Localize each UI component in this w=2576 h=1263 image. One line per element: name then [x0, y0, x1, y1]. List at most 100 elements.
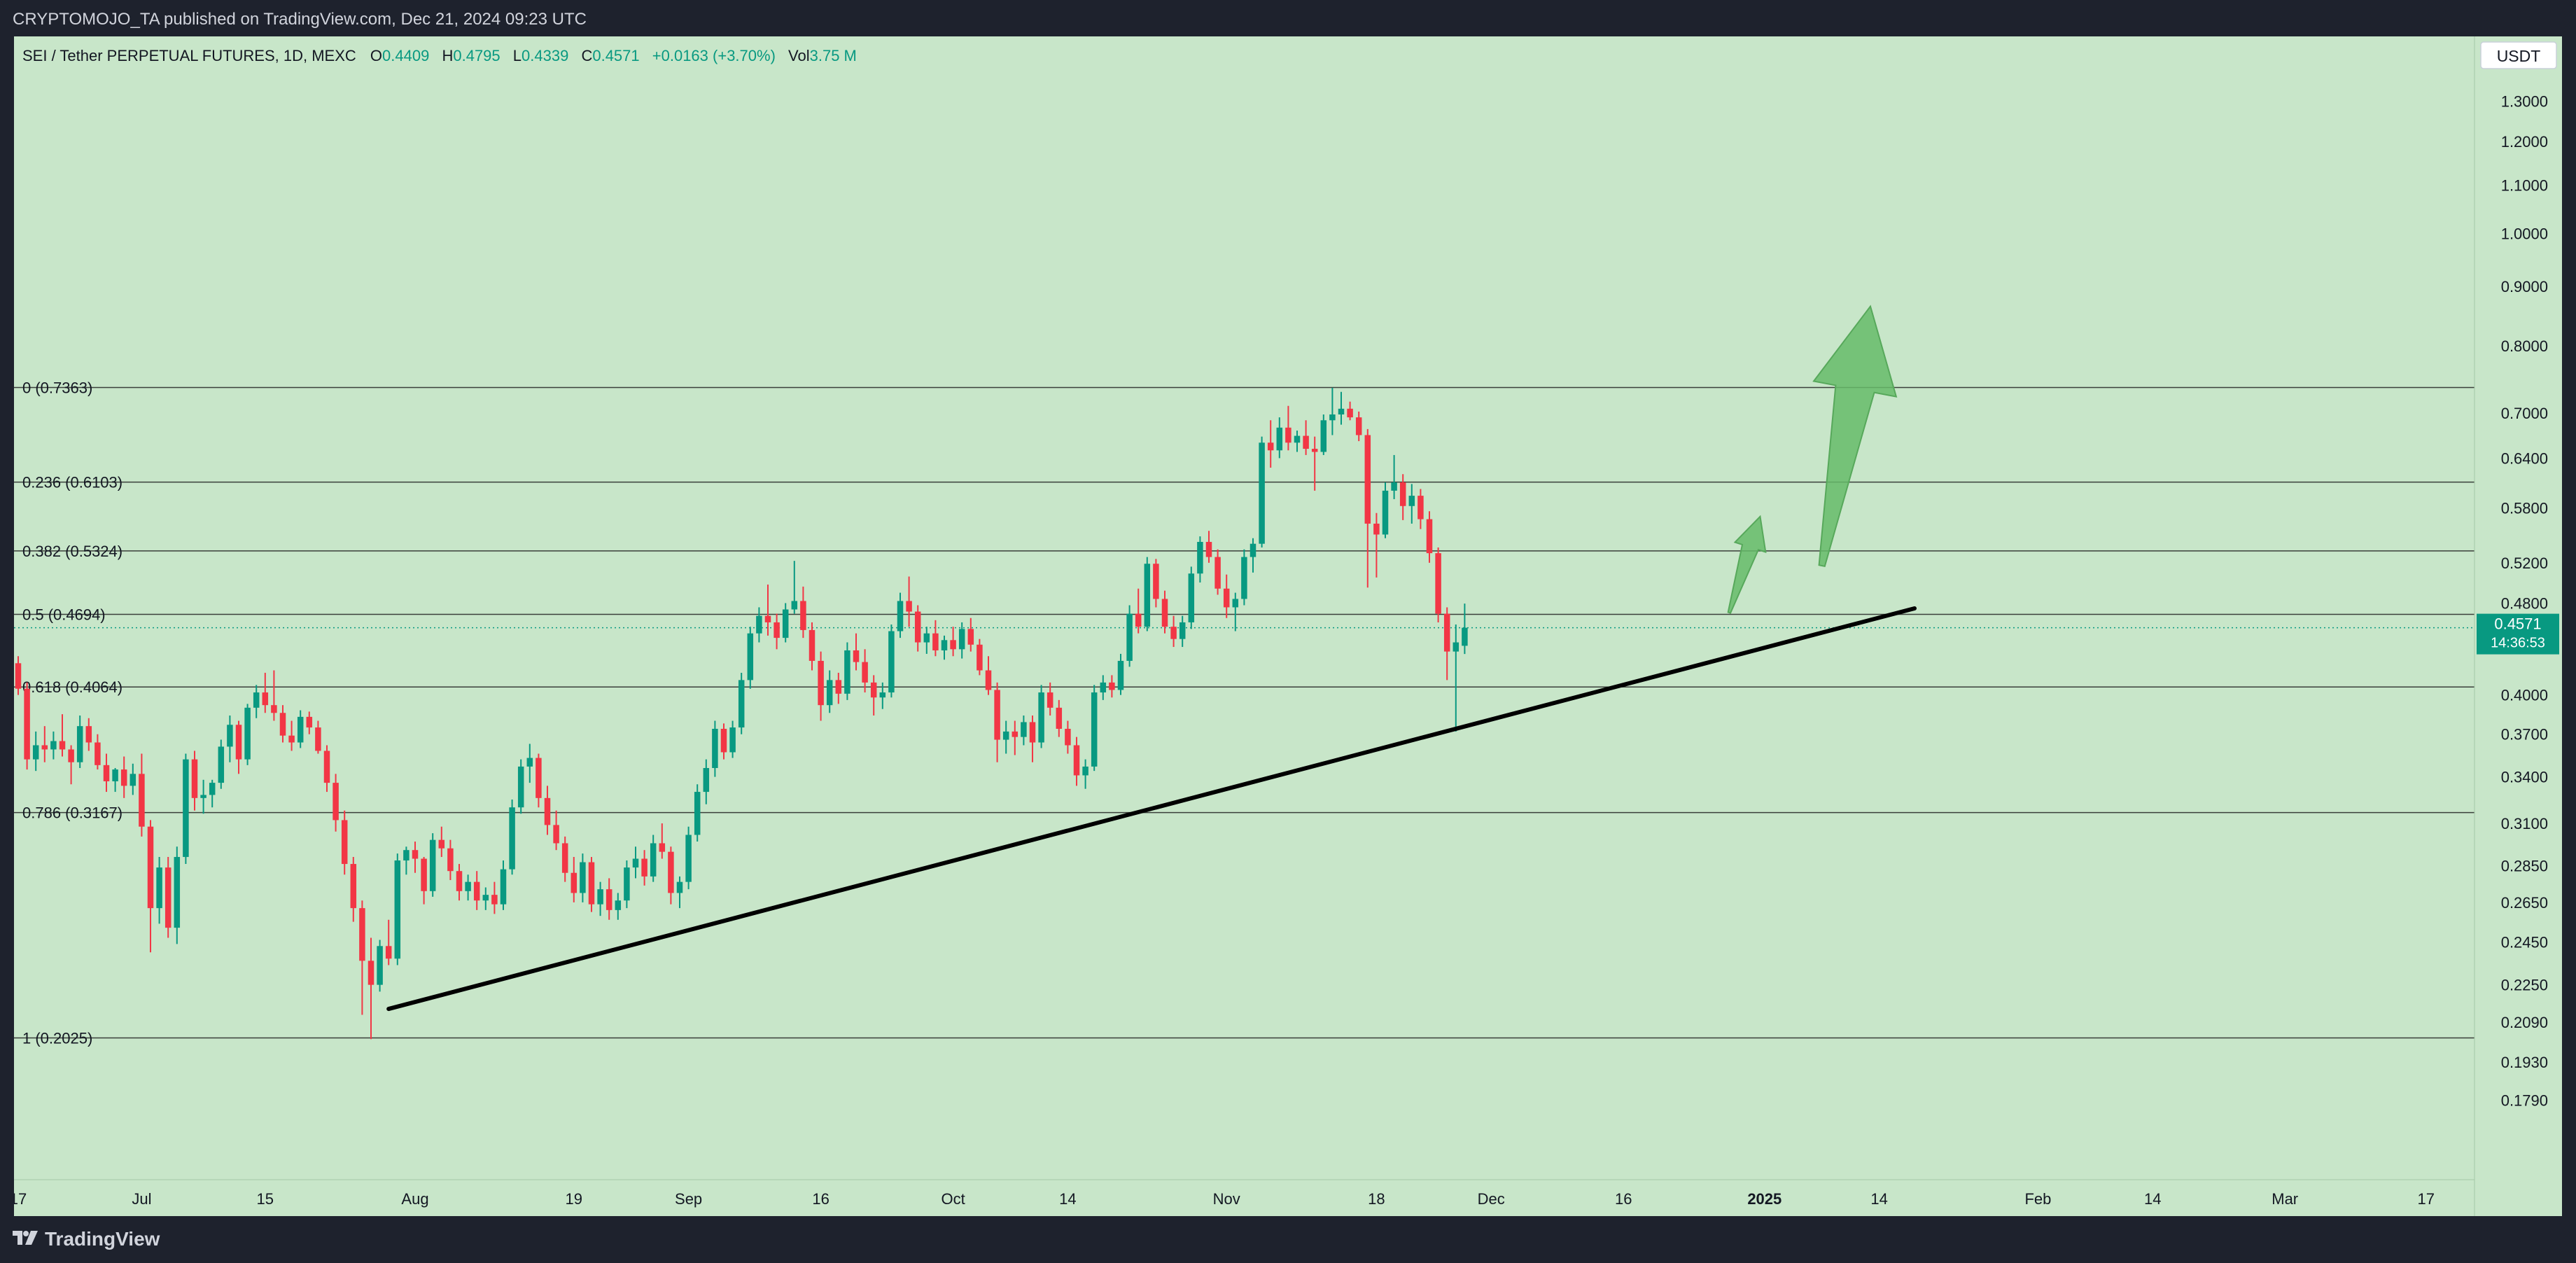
footer-bar: TradingView — [0, 1216, 2576, 1263]
candle-body — [1443, 613, 1450, 652]
candle-body — [262, 692, 269, 706]
legend-vol-label: Vol — [788, 47, 810, 64]
candle-body — [429, 839, 436, 891]
legend-c-label: C — [581, 47, 592, 64]
ohlc-legend: SEI / Tether PERPETUAL FUTURES, 1D, MEXC… — [22, 47, 857, 64]
fib-level-label: 1 (0.2025) — [22, 1029, 92, 1047]
tradingview-brand: TradingView — [45, 1228, 160, 1250]
legend-h-label: H — [442, 47, 453, 64]
candle-body — [738, 680, 745, 728]
chart-area[interactable]: 0 (0.7363) 0.236 (0.6103) 0.382 (0.5324) 0.… — [10, 36, 2562, 1216]
candle-body — [624, 867, 630, 901]
candle-body — [1355, 417, 1362, 435]
candle-body — [526, 758, 533, 767]
legend-l-value: 0.4339 — [522, 47, 568, 64]
candle-body — [164, 867, 172, 928]
time-axis[interactable]: 17 Jul 15 Aug 19 Sep 16 Oct 14 Nov 18 Dec 16 2025 14 Fe… — [10, 1190, 2435, 1208]
candle-body — [1214, 557, 1221, 589]
candle-body — [491, 895, 498, 905]
candle-body — [191, 759, 198, 798]
candle-body — [1046, 692, 1054, 708]
candle-body — [1364, 435, 1371, 524]
candle-body — [994, 690, 1000, 740]
candle-body — [976, 644, 983, 671]
candle-body — [41, 745, 48, 750]
legend-change: +0.0163 (+3.70%) — [652, 47, 776, 64]
candle-body — [932, 633, 939, 650]
candle-body — [544, 797, 551, 825]
candle-body — [561, 843, 568, 873]
candle-body — [15, 663, 22, 689]
candle-body — [1179, 622, 1186, 639]
candle-body — [774, 622, 780, 639]
candle-body — [1373, 523, 1380, 535]
candle-body — [1452, 642, 1460, 652]
x-tick-label: 15 — [257, 1190, 274, 1208]
candle-body — [147, 826, 154, 909]
candle-body — [536, 758, 542, 798]
candle-body — [139, 774, 145, 827]
candle-body — [1065, 728, 1071, 746]
candle-body — [1002, 731, 1009, 740]
x-tick-label: Feb — [2024, 1190, 2051, 1208]
candle-body — [130, 774, 136, 786]
candle-body — [341, 820, 348, 865]
candle-body — [1188, 573, 1195, 622]
currency-button[interactable]: USDT — [2480, 41, 2557, 69]
candle-body — [712, 728, 718, 768]
trendline — [386, 606, 1917, 1012]
candle-body — [800, 601, 806, 630]
fib-level-label: 0.5 (0.4694) — [22, 606, 106, 624]
legend-l-label: L — [513, 47, 522, 64]
candle-body — [615, 900, 622, 910]
y-tick-label: 0.5800 — [2501, 499, 2548, 517]
annotations-layer — [386, 305, 1917, 1012]
candle-body — [218, 746, 225, 783]
candle-body — [500, 869, 507, 905]
y-tick-label: 0.1930 — [2501, 1054, 2548, 1071]
tradingview-logo[interactable]: TradingView — [13, 1228, 160, 1250]
legend-h-value: 0.4795 — [453, 47, 500, 64]
x-tick-label: Oct — [941, 1190, 965, 1208]
candle-body — [1232, 599, 1239, 608]
candle-body — [350, 864, 357, 909]
large-arrow-annotation — [1812, 305, 1898, 567]
last-price-badge: 0.4571 14:36:53 — [2477, 613, 2559, 655]
candle-body — [1294, 435, 1301, 443]
candle-body — [447, 848, 454, 872]
x-tick-label: 14 — [2144, 1190, 2161, 1208]
x-tick-label: Aug — [401, 1190, 428, 1208]
candle-body — [588, 862, 595, 905]
legend-o-label: O — [370, 47, 382, 64]
candle-body — [1038, 692, 1044, 743]
y-tick-label: 1.1000 — [2501, 177, 2548, 195]
candle-body — [1073, 745, 1080, 776]
currency-label[interactable]: USDT — [2497, 47, 2541, 65]
candle-body — [1408, 496, 1415, 506]
candle-body — [650, 843, 657, 877]
candle-body — [1320, 420, 1327, 452]
candle-body — [862, 662, 868, 683]
candle-body — [1223, 588, 1230, 608]
candle-body — [1347, 408, 1353, 418]
candle-body — [553, 825, 559, 844]
candle-body — [818, 660, 824, 706]
candle-body — [1241, 557, 1247, 599]
candle-body — [103, 765, 110, 781]
candle-body — [1205, 542, 1212, 557]
candle-body — [676, 881, 683, 893]
candle-body — [914, 611, 921, 643]
candle-body — [659, 843, 666, 852]
price-chart[interactable]: 0 (0.7363) 0.236 (0.6103) 0.382 (0.5324) 0.… — [10, 36, 2562, 1216]
candle-body — [853, 650, 860, 662]
candle-body — [112, 769, 118, 781]
candle-body — [50, 741, 57, 750]
y-tick-label: 0.1790 — [2501, 1091, 2548, 1109]
candle-body — [570, 872, 578, 893]
candle-body — [174, 857, 181, 928]
candle-body — [985, 670, 992, 690]
candle-body — [403, 850, 410, 861]
x-tick-label: Nov — [1213, 1190, 1240, 1208]
price-axis[interactable]: 1.3000 1.2000 1.1000 1.0000 0.9000 0.8000 0.70… — [2501, 92, 2548, 1109]
candle-body — [1197, 542, 1203, 574]
